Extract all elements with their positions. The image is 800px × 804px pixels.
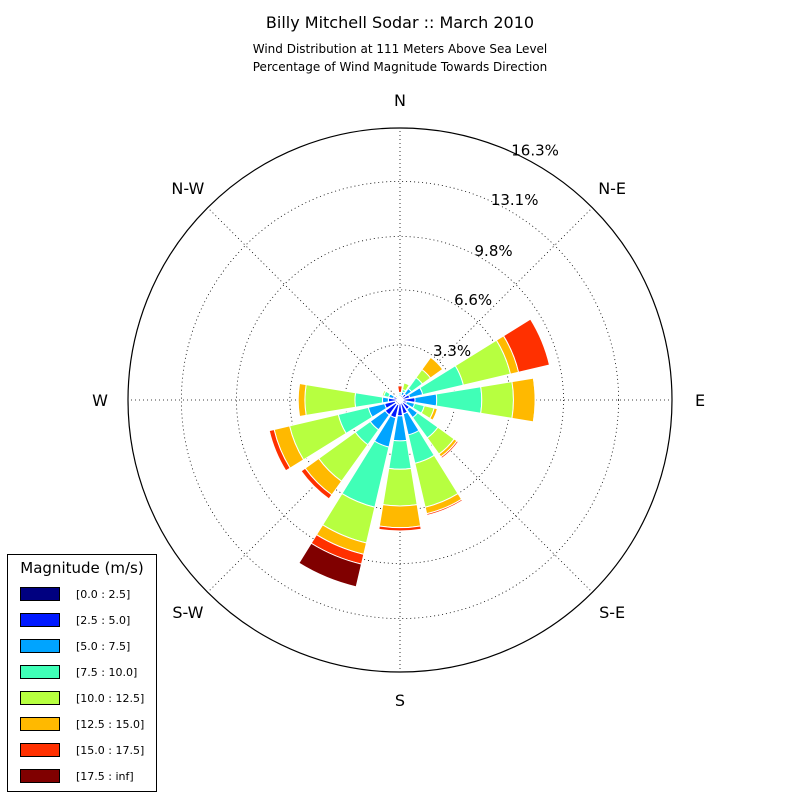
legend-entry: [10.0 : 12.5] <box>20 691 150 707</box>
legend-label: [0.0 : 2.5] <box>76 588 130 601</box>
legend-entry: [7.5 : 10.0] <box>20 665 150 681</box>
wind-bar-segment <box>379 505 420 528</box>
direction-label: N-E <box>598 179 626 198</box>
direction-label: S-E <box>599 603 625 622</box>
legend-entry: [5.0 : 7.5] <box>20 639 150 655</box>
direction-label: S-W <box>172 603 203 622</box>
wind-bar-segment <box>305 385 356 416</box>
legend-label: [5.0 : 7.5] <box>76 640 130 653</box>
legend-entry: [12.5 : 15.0] <box>20 717 150 733</box>
legend-entry: [0.0 : 2.5] <box>20 587 150 603</box>
legend-swatch <box>20 587 60 601</box>
wind-bar-segment <box>382 397 388 403</box>
wind-bar-segment <box>389 440 411 469</box>
direction-label: S <box>395 691 405 710</box>
radial-tick-label: 6.6% <box>454 291 492 309</box>
chart-subtitle-line-1: Wind Distribution at 111 Meters Above Se… <box>253 42 548 56</box>
direction-label: N <box>394 91 406 110</box>
wind-bar-segment <box>436 387 482 413</box>
radial-tick-label: 16.3% <box>511 142 559 160</box>
legend-label: [7.5 : 10.0] <box>76 666 137 679</box>
wind-bar-segment <box>481 382 514 419</box>
direction-label: W <box>92 391 108 410</box>
legend-label: [2.5 : 5.0] <box>76 614 130 627</box>
grid-spoke <box>208 208 400 400</box>
legend-swatch <box>20 665 60 679</box>
chart-title: Billy Mitchell Sodar :: March 2010 <box>266 13 534 32</box>
legend-swatch <box>20 639 60 653</box>
legend-label: [12.5 : 15.0] <box>76 718 144 731</box>
legend-label: [15.0 : 17.5] <box>76 744 144 757</box>
direction-label: N-W <box>171 179 204 198</box>
radial-tick-label: 9.8% <box>475 242 513 260</box>
wind-bars <box>269 319 549 587</box>
legend: Magnitude (m/s) [0.0 : 2.5] [2.5 : 5.0] [5… <box>7 554 157 792</box>
wind-bar-segment <box>298 384 306 417</box>
legend-swatch <box>20 743 60 757</box>
wind-bar-segment <box>512 378 535 422</box>
legend-label: [10.0 : 12.5] <box>76 692 144 705</box>
wind-bar-segment <box>383 468 417 506</box>
direction-label: E <box>695 391 705 410</box>
legend-label: [17.5 : inf] <box>76 770 134 783</box>
chart-subtitle-line-2: Percentage of Wind Magnitude Towards Dir… <box>253 60 547 74</box>
legend-entry: [2.5 : 5.0] <box>20 613 150 629</box>
legend-entry: [17.5 : inf] <box>20 769 150 785</box>
legend-swatch <box>20 613 60 627</box>
legend-swatch <box>20 717 60 731</box>
wind-bar-segment <box>398 386 403 393</box>
radial-tick-label: 3.3% <box>433 342 471 360</box>
radial-tick-label: 13.1% <box>491 191 539 209</box>
legend-entry: [15.0 : 17.5] <box>20 743 150 759</box>
legend-swatch <box>20 769 60 783</box>
legend-swatch <box>20 691 60 705</box>
legend-title: Magnitude (m/s) <box>8 559 156 577</box>
